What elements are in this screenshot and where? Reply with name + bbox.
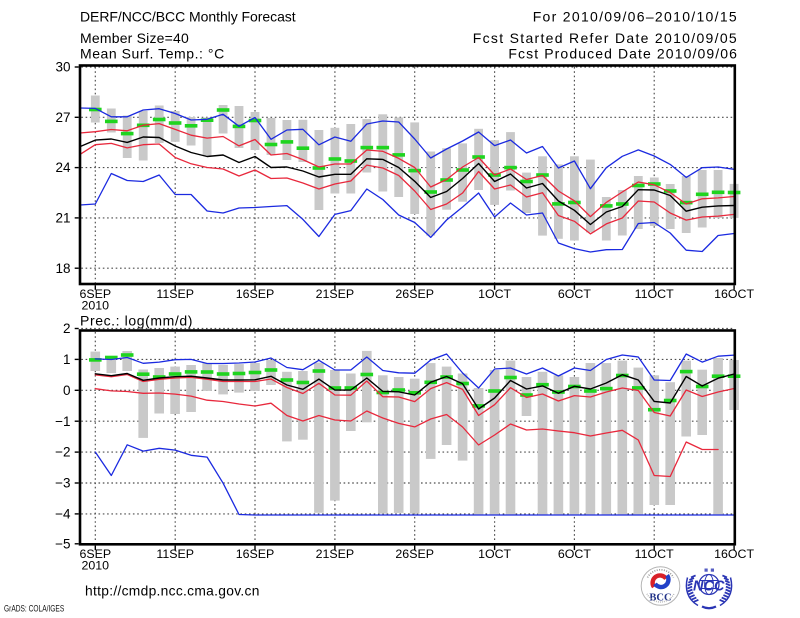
svg-text:30: 30 — [55, 60, 70, 75]
svg-text:16SEP: 16SEP — [236, 547, 275, 561]
svg-text:2: 2 — [63, 321, 71, 336]
svg-text:DERF/NCC/BCC Monthly Forecast: DERF/NCC/BCC Monthly Forecast — [80, 9, 296, 25]
svg-text:16SEP: 16SEP — [236, 287, 275, 301]
svg-text:NCC: NCC — [693, 579, 725, 595]
svg-text:Fcst Started Refer Date 2010/0: Fcst Started Refer Date 2010/09/05 — [473, 30, 738, 46]
svg-text:26SEP: 26SEP — [395, 287, 434, 301]
svg-text:18: 18 — [55, 261, 70, 276]
svg-text:Fcst Produced Date 2010/09/06: Fcst Produced Date 2010/09/06 — [508, 46, 738, 62]
svg-text:−1: −1 — [55, 414, 70, 429]
svg-text:−2: −2 — [55, 445, 70, 460]
svg-text:11OCT: 11OCT — [635, 287, 674, 301]
svg-text:2010: 2010 — [82, 299, 110, 313]
svg-text:6SEP: 6SEP — [79, 547, 111, 561]
svg-text:Mean Surf. Temp.: °C: Mean Surf. Temp.: °C — [80, 46, 225, 62]
svg-text:16OCT: 16OCT — [714, 547, 754, 561]
svg-text:0: 0 — [63, 383, 71, 398]
svg-text:24: 24 — [55, 160, 71, 175]
svg-text:27: 27 — [55, 110, 70, 125]
svg-text:16OCT: 16OCT — [714, 287, 754, 301]
svg-text:Member Size=40: Member Size=40 — [80, 30, 189, 46]
svg-text:For 2010/09/06–2010/10/15: For 2010/09/06–2010/10/15 — [533, 9, 738, 25]
svg-text:−5: −5 — [55, 536, 70, 551]
svg-text:11OCT: 11OCT — [635, 547, 674, 561]
svg-text:21SEP: 21SEP — [316, 547, 355, 561]
svg-text:6SEP: 6SEP — [79, 287, 111, 301]
svg-text:21SEP: 21SEP — [316, 287, 355, 301]
svg-text:BCC: BCC — [649, 593, 671, 604]
svg-text:Prec.: log(mm/d): Prec.: log(mm/d) — [80, 313, 193, 329]
svg-text:1: 1 — [63, 352, 71, 367]
svg-text:−4: −4 — [55, 507, 71, 522]
svg-text:26SEP: 26SEP — [395, 547, 434, 561]
svg-text:1OCT: 1OCT — [478, 287, 511, 301]
svg-text:6OCT: 6OCT — [558, 547, 591, 561]
svg-text:2010: 2010 — [82, 559, 110, 573]
svg-text:GrADS: COLA/IGES: GrADS: COLA/IGES — [4, 603, 64, 613]
svg-text:11SEP: 11SEP — [156, 287, 194, 301]
svg-text:6OCT: 6OCT — [558, 287, 591, 301]
svg-text:1OCT: 1OCT — [478, 547, 511, 561]
svg-text:−3: −3 — [55, 476, 70, 491]
svg-text:http://cmdp.ncc.cma.gov.cn: http://cmdp.ncc.cma.gov.cn — [85, 584, 260, 599]
svg-text:21: 21 — [55, 211, 70, 226]
svg-text:11SEP: 11SEP — [156, 547, 194, 561]
